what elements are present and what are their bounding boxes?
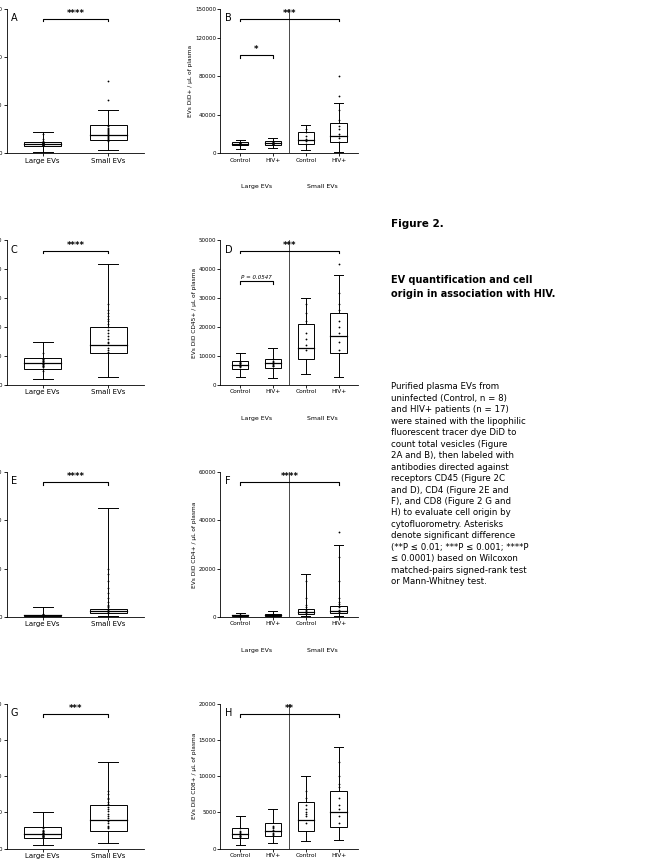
Text: ***: *** (69, 704, 83, 714)
Text: Large EVs: Large EVs (241, 648, 272, 652)
Text: ****: **** (280, 473, 298, 481)
Bar (298, 325, 314, 359)
Text: ***: *** (283, 9, 296, 18)
Text: ****: **** (66, 473, 84, 481)
Text: ****: **** (66, 241, 84, 249)
Text: **: ** (285, 704, 294, 714)
Bar (265, 141, 281, 145)
Bar (265, 824, 281, 836)
Bar (232, 615, 248, 616)
Text: F: F (224, 476, 230, 487)
Text: H: H (224, 708, 232, 718)
Y-axis label: EVs DiD CD45+ / µL of plasma: EVs DiD CD45+ / µL of plasma (192, 268, 197, 358)
Bar (24, 615, 61, 616)
Bar (90, 805, 127, 830)
Text: A: A (10, 13, 18, 23)
Bar (298, 802, 314, 830)
Bar (24, 358, 61, 369)
Text: Purified plasma EVs from
uninfected (Control, n = 8)
and HIV+ patients (n = 17)
: Purified plasma EVs from uninfected (Con… (391, 383, 528, 586)
Bar (330, 313, 347, 353)
Text: EV quantification and cell
origin in association with HIV.: EV quantification and cell origin in ass… (391, 275, 555, 299)
Text: E: E (10, 476, 17, 487)
Text: G: G (10, 708, 18, 718)
Bar (90, 126, 127, 140)
Bar (330, 123, 347, 142)
Text: P = 0.0547: P = 0.0547 (241, 275, 272, 281)
Bar (90, 327, 127, 353)
Text: Small EVs: Small EVs (307, 416, 337, 421)
Y-axis label: EVs DiD+ / µL of plasma: EVs DiD+ / µL of plasma (188, 45, 193, 117)
Y-axis label: EVs DiD CD8+ / µL of plasma: EVs DiD CD8+ / µL of plasma (192, 734, 197, 819)
Text: ***: *** (283, 241, 296, 249)
Bar (265, 359, 281, 368)
Bar (232, 829, 248, 837)
Bar (298, 132, 314, 144)
Bar (265, 614, 281, 616)
Text: Figure 2.: Figure 2. (391, 218, 443, 229)
Bar (330, 606, 347, 613)
Bar (90, 609, 127, 613)
Text: D: D (224, 245, 232, 255)
Bar (24, 827, 61, 837)
Text: ****: **** (66, 9, 84, 18)
Text: *: * (254, 45, 259, 55)
Bar (298, 609, 314, 614)
Text: Large EVs: Large EVs (241, 416, 272, 421)
Bar (232, 142, 248, 145)
Text: B: B (224, 13, 231, 23)
Bar (232, 360, 248, 369)
Text: Large EVs: Large EVs (241, 184, 272, 189)
Y-axis label: EVs DiD CD4+ / µL of plasma: EVs DiD CD4+ / µL of plasma (192, 501, 197, 588)
Text: Small EVs: Small EVs (307, 648, 337, 652)
Text: C: C (10, 245, 18, 255)
Bar (330, 791, 347, 827)
Bar (24, 142, 61, 145)
Text: Small EVs: Small EVs (307, 184, 337, 189)
